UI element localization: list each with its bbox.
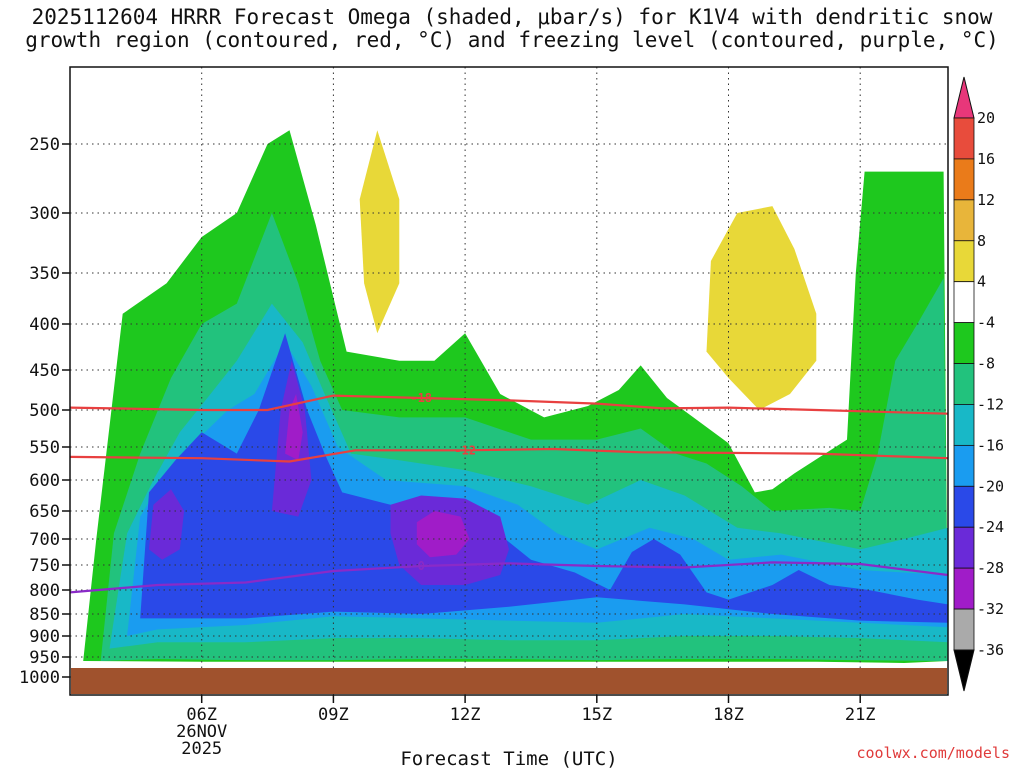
contour-label-1: -12 [454, 443, 476, 457]
omega-region-10 [359, 130, 400, 334]
x-tick-label: 09Z [318, 705, 349, 725]
surface-terrain [71, 668, 947, 694]
colorbar-segment [953, 404, 975, 446]
colorbar-segment [953, 322, 975, 364]
colorbar-label: 8 [977, 232, 986, 250]
y-tick-label: 1000 [19, 668, 60, 688]
y-tick-label: 300 [29, 204, 60, 224]
colorbar-segment [953, 363, 975, 405]
omega-region-8 [416, 511, 470, 558]
omega-region-4 [140, 333, 948, 623]
omega-region-11 [706, 206, 817, 410]
contour-freezing-2 [70, 561, 948, 594]
chart-title: 2025112604 HRRR Forecast Omega (shaded, … [0, 6, 1024, 52]
y-axis-ticks: 2503003504004505005506006507007508008509… [19, 135, 70, 688]
colorbar-label: -28 [977, 559, 1004, 577]
contour-label-0: -18 [410, 391, 432, 405]
contour-lines: -18 -12 0 [70, 391, 948, 594]
x-tick-label: 06Z [186, 705, 217, 725]
x-date-label-line: 26NOV [176, 722, 227, 742]
colorbar-segment [953, 158, 975, 201]
y-tick-label: 850 [29, 605, 60, 625]
x-date-label-line: 2025 [181, 739, 222, 759]
colorbar-label: -8 [977, 355, 995, 373]
colorbar-label: 12 [977, 191, 995, 209]
colorbar-label: -36 [977, 641, 1004, 659]
colorbar-label: 16 [977, 150, 995, 168]
colorbar-segment [953, 240, 975, 283]
colorbar-label: 4 [977, 273, 986, 291]
colorbar-bottom-arrow [953, 649, 975, 692]
colorbar-label: -16 [977, 436, 1004, 454]
credit-text: coolwx.com/models [856, 744, 1010, 762]
contour-label-2: 0 [418, 559, 425, 573]
y-tick-label: 250 [29, 135, 60, 155]
colorbar-top-arrow [953, 76, 975, 119]
x-tick-label: 21Z [845, 705, 876, 725]
colorbar-segment [953, 117, 975, 160]
y-tick-label: 350 [29, 264, 60, 284]
colorbar-segment [953, 281, 975, 324]
contour-dendritic-0 [70, 394, 948, 415]
y-tick-label: 700 [29, 530, 60, 550]
x-axis-label: Forecast Time (UTC) [400, 748, 617, 768]
y-tick-label: 600 [29, 471, 60, 491]
colorbar-segment [953, 608, 975, 651]
omega-region-5 [149, 489, 185, 560]
colorbar-label: -24 [977, 518, 1004, 536]
colorbar-label: 20 [977, 109, 995, 127]
y-tick-label: 750 [29, 556, 60, 576]
x-tick-label: 15Z [581, 705, 612, 725]
chart-title-line1: 2025112604 HRRR Forecast Omega (shaded, … [31, 5, 993, 29]
colorbar-label: -4 [977, 314, 995, 332]
colorbar-segment [953, 199, 975, 242]
colorbar-label: -20 [977, 477, 1004, 495]
y-tick-label: 450 [29, 361, 60, 381]
x-tick-label: 12Z [450, 705, 481, 725]
plot-frame [69, 66, 949, 696]
chart-title-line2: growth region (contoured, red, °C) and f… [25, 28, 999, 52]
colorbar-segment [953, 567, 975, 610]
colorbar: 20 16 12 8 4 -4 -8 -12 -16 -20 -24 -28 -32 -36 [953, 76, 1004, 692]
colorbar-segment [953, 444, 975, 487]
colorbar-label: -12 [977, 395, 1004, 413]
omega-region-9 [285, 394, 303, 461]
y-tick-label: 500 [29, 401, 60, 421]
contour-dendritic-1 [70, 447, 948, 463]
x-tick-label: 18Z [713, 705, 744, 725]
colorbar-label: -32 [977, 600, 1004, 618]
x-axis-ticks: 06Z 09Z 12Z 15Z 18Z 21Z [186, 695, 876, 725]
y-tick-label: 950 [29, 648, 60, 668]
y-tick-label: 900 [29, 627, 60, 647]
y-tick-label: 400 [29, 315, 60, 335]
colorbar-segment [953, 485, 975, 528]
colorbar-segment [953, 526, 975, 569]
y-tick-label: 550 [29, 438, 60, 458]
omega-shading [83, 130, 948, 663]
y-tick-label: 800 [29, 581, 60, 601]
y-tick-label: 650 [29, 502, 60, 522]
